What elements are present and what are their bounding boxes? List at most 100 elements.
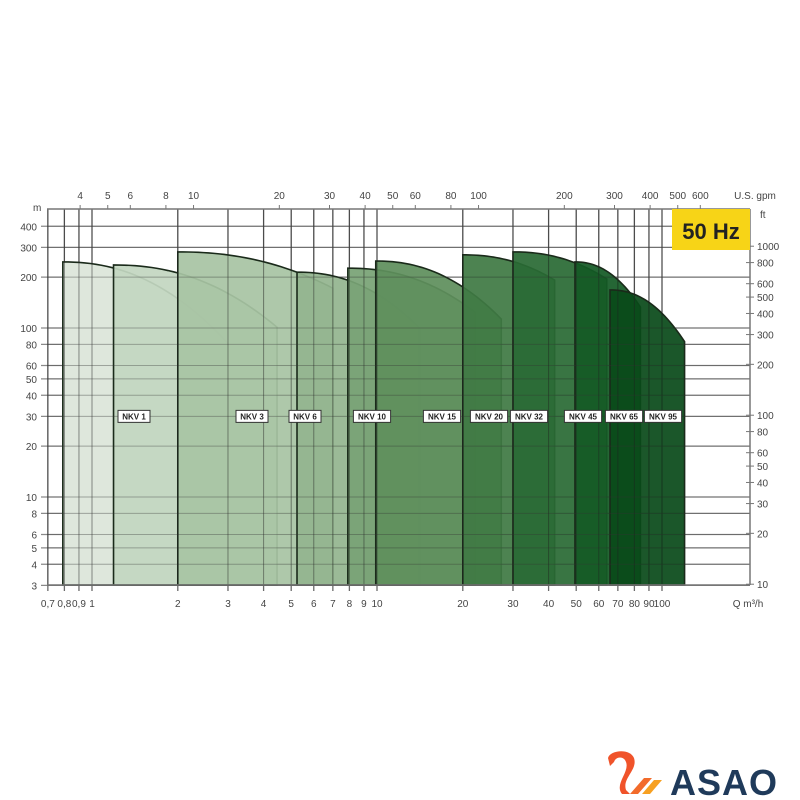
- y2-tick-label: 200: [757, 360, 774, 371]
- x2-tick-label: 50: [387, 191, 399, 202]
- y2-tick-label: 60: [757, 449, 769, 460]
- y-tick-label: 6: [31, 530, 37, 541]
- series-label-box: [469, 409, 509, 423]
- x2-tick-label: 5: [105, 191, 111, 202]
- x-tick-label: 9: [361, 599, 367, 610]
- series-label-box: [422, 409, 462, 423]
- x2-tick-label: 30: [324, 191, 336, 202]
- x-tick-label: 7: [330, 599, 336, 610]
- y-tick-label: 50: [26, 375, 38, 386]
- y-tick-label: 4: [31, 560, 37, 571]
- x2-tick-label: 500: [669, 191, 686, 202]
- asao-logo: ASAO: [600, 748, 800, 800]
- y2-tick-label: 80: [757, 428, 769, 439]
- x-tick-label: 2: [175, 599, 181, 610]
- series-label: NKV 1: [122, 412, 146, 421]
- series-label-box: [604, 409, 644, 423]
- y-tick-label: 40: [26, 391, 38, 402]
- x-tick-label: 0,7: [41, 599, 55, 610]
- series-label: NKV 95: [649, 412, 678, 421]
- y-tick-label: 60: [26, 361, 38, 372]
- y2-tick-label: 300: [757, 331, 774, 342]
- y-tick-label: 20: [26, 442, 38, 453]
- x-tick-label: 70: [612, 599, 624, 610]
- x2-tick-label: 20: [274, 191, 286, 202]
- x2-tick-label: 10: [188, 191, 200, 202]
- y2-tick-label: 10: [757, 580, 769, 591]
- y2-tick-label: 800: [757, 259, 774, 270]
- series-label: NKV 3: [240, 412, 264, 421]
- series-label: NKV 6: [293, 412, 317, 421]
- x-tick-label: 90: [643, 599, 655, 610]
- y-tick-label: 400: [20, 222, 37, 233]
- y-tick-label: 200: [20, 273, 37, 284]
- x-tick-label: 0,8: [57, 599, 71, 610]
- series-label: NKV 65: [610, 412, 639, 421]
- x-tick-label: 50: [571, 599, 583, 610]
- y2-axis-label: ft: [760, 210, 766, 221]
- y-axis-label: m: [33, 203, 41, 214]
- x-tick-label: 100: [654, 599, 671, 610]
- y-tick-label: 3: [31, 581, 37, 592]
- y2-tick-label: 500: [757, 293, 774, 304]
- x2-tick-label: 60: [410, 191, 422, 202]
- x-tick-label: 80: [629, 599, 641, 610]
- y2-tick-label: 50: [757, 462, 769, 473]
- series-label-box: [643, 409, 683, 423]
- x2-tick-label: 80: [445, 191, 457, 202]
- x-tick-label: 30: [507, 599, 519, 610]
- x-tick-label: 3: [225, 599, 231, 610]
- series-label-box: [563, 409, 603, 423]
- series-label: NKV 32: [515, 412, 544, 421]
- y-tick-label: 8: [31, 509, 37, 520]
- x-tick-label: 6: [311, 599, 317, 610]
- series-label: NKV 45: [569, 412, 598, 421]
- x-tick-label: 1: [89, 599, 95, 610]
- y2-tick-label: 600: [757, 280, 774, 291]
- y2-tick-label: 30: [757, 500, 769, 511]
- x-tick-label: 8: [347, 599, 353, 610]
- x-tick-label: 60: [593, 599, 605, 610]
- logo-text: ASAO: [670, 762, 779, 800]
- series-label-box: [352, 409, 392, 423]
- y-tick-label: 100: [20, 324, 37, 335]
- x-tick-label: 40: [543, 599, 555, 610]
- y-tick-label: 5: [31, 544, 37, 555]
- x-tick-label: 10: [371, 599, 383, 610]
- y2-tick-label: 40: [757, 478, 769, 489]
- series-label-box: [288, 409, 322, 423]
- x2-tick-label: 8: [163, 191, 169, 202]
- x2-axis-label: U.S. gpm: [734, 191, 776, 202]
- y2-tick-label: 100: [757, 411, 774, 422]
- y-tick-label: 300: [20, 243, 37, 254]
- x-axis-label: Q m³/h: [733, 599, 764, 610]
- x2-tick-label: 40: [360, 191, 372, 202]
- y2-tick-label: 20: [757, 529, 769, 540]
- x2-tick-label: 6: [128, 191, 134, 202]
- series-label: NKV 15: [428, 412, 457, 421]
- series-label: NKV 20: [475, 412, 504, 421]
- series-area-nkv95: [609, 289, 686, 586]
- x2-tick-label: 4: [77, 191, 83, 202]
- logo-mark-icon: [608, 751, 662, 794]
- x2-tick-label: 100: [470, 191, 487, 202]
- y-tick-label: 30: [26, 412, 38, 423]
- series-label-box: [235, 409, 269, 423]
- series-label-box: [509, 409, 549, 423]
- y-tick-label: 10: [26, 493, 38, 504]
- x2-tick-label: 300: [606, 191, 623, 202]
- series-label-box: [117, 409, 151, 423]
- x2-tick-label: 400: [642, 191, 659, 202]
- y2-tick-label: 1000: [757, 242, 780, 253]
- x-tick-label: 0,9: [72, 599, 86, 610]
- y-tick-label: 80: [26, 340, 38, 351]
- x-tick-label: 4: [261, 599, 267, 610]
- frequency-badge: [672, 209, 750, 250]
- x2-tick-label: 200: [556, 191, 573, 202]
- frequency-badge-text: 50 Hz: [682, 219, 739, 244]
- x2-tick-label: 600: [692, 191, 709, 202]
- series-label: NKV 10: [358, 412, 387, 421]
- x-tick-label: 5: [288, 599, 294, 610]
